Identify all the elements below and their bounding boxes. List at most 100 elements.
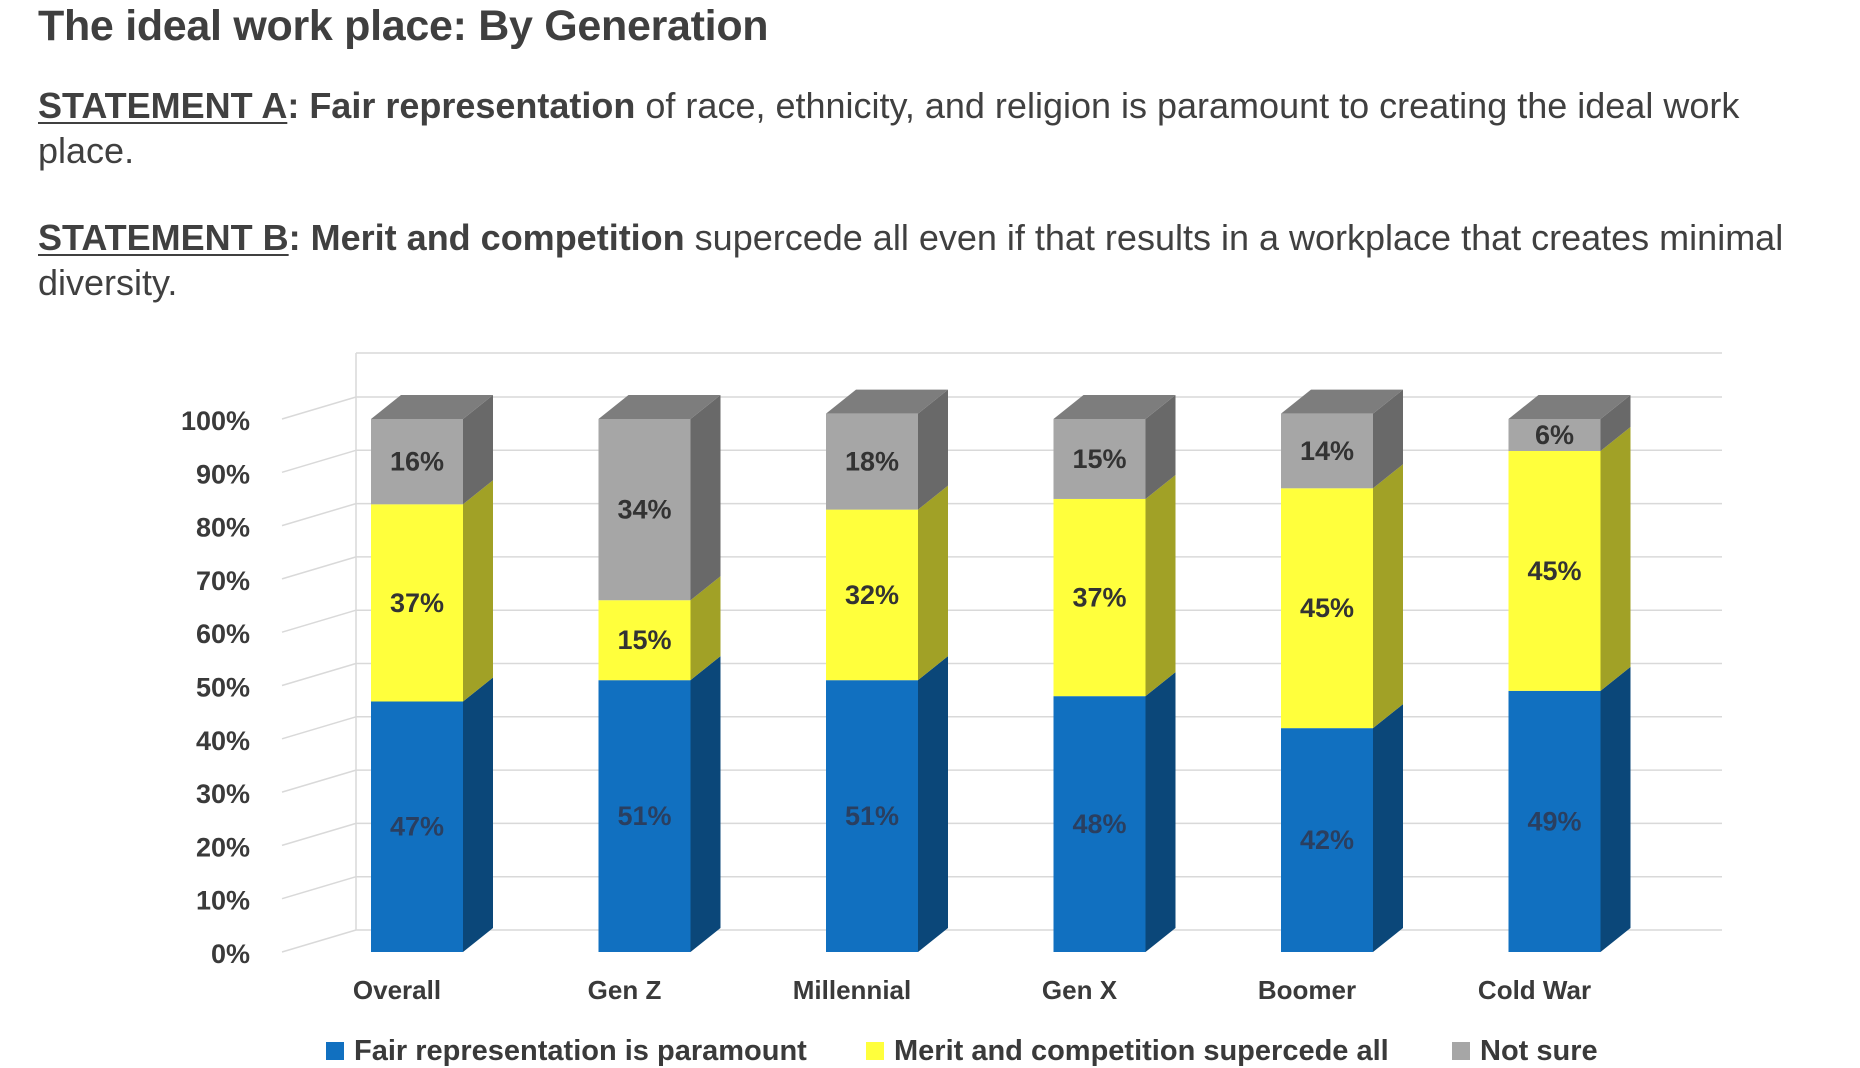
bar-segment bbox=[371, 504, 463, 702]
bar-segment-side bbox=[1600, 395, 1631, 451]
statement-b-text: supercede all even if that results in a … bbox=[38, 217, 1784, 303]
x-tick-label: Gen Z bbox=[588, 975, 662, 1005]
bar-segment-side bbox=[918, 656, 948, 952]
legend-item: Not sure bbox=[1452, 1035, 1598, 1067]
stacked-bar-chart: 0% 10% 20% 30% 40% 50% 60% 70% 80% 90% 100% 47% 37%… bbox=[181, 352, 1722, 1067]
gridline-wall bbox=[281, 929, 357, 953]
gridline-wall bbox=[281, 609, 357, 633]
bar-segment-side bbox=[690, 395, 721, 601]
bar-segment-side bbox=[1373, 704, 1403, 952]
gridline-wall bbox=[281, 875, 357, 900]
gridline-wall bbox=[281, 822, 357, 847]
bar-segment bbox=[1508, 690, 1601, 952]
bar-stack: 48% 37% 15% bbox=[1053, 395, 1176, 952]
data-label: 37% bbox=[390, 588, 444, 618]
data-label: 6% bbox=[1535, 420, 1574, 450]
data-label: 49% bbox=[1527, 806, 1581, 836]
bar-segment bbox=[598, 600, 691, 681]
y-tick-label: 70% bbox=[196, 566, 250, 596]
bar-segment-side bbox=[690, 576, 721, 681]
bar-stack: 49% 45% 6% bbox=[1508, 395, 1631, 952]
bar-top bbox=[371, 395, 493, 419]
bar-segment-side bbox=[918, 485, 948, 681]
chart-legend: Fair representation is paramount Merit an… bbox=[326, 1035, 1598, 1067]
bar-segment-side bbox=[1373, 464, 1403, 729]
bar-segment bbox=[1053, 498, 1146, 697]
data-label: 45% bbox=[1300, 593, 1354, 623]
bar-segment-side bbox=[918, 389, 948, 510]
x-tick-label: Gen X bbox=[1042, 975, 1118, 1005]
bar-segment bbox=[826, 413, 918, 510]
bar-stack: 51% 32% 18% bbox=[826, 389, 948, 952]
data-label: 37% bbox=[1072, 583, 1126, 613]
bar-stack: 51% 15% 34% bbox=[598, 395, 721, 952]
data-label: 42% bbox=[1300, 825, 1354, 855]
gridline-wall bbox=[281, 449, 357, 474]
bar-segment bbox=[598, 680, 691, 952]
gridline-wall bbox=[281, 662, 357, 687]
x-tick-label: Boomer bbox=[1258, 975, 1356, 1005]
gridline-wall bbox=[281, 716, 357, 740]
bar-segment bbox=[826, 509, 918, 681]
bar-segment bbox=[826, 680, 918, 952]
bar-segment bbox=[1053, 696, 1146, 952]
bar-segment bbox=[371, 701, 463, 952]
y-tick-label: 20% bbox=[196, 832, 250, 862]
statement-b-emphasis: Merit and competition bbox=[310, 217, 685, 258]
statement-a-separator: : bbox=[287, 85, 310, 126]
bar-top bbox=[826, 389, 948, 414]
bar-segment bbox=[371, 419, 463, 505]
bar-segment-side bbox=[463, 677, 493, 952]
data-label: 16% bbox=[390, 447, 444, 477]
statement-a-label: STATEMENT A bbox=[38, 85, 288, 126]
page-title: The ideal work place: By Generation bbox=[38, 2, 769, 50]
bar-segment bbox=[1281, 413, 1373, 489]
gridline-wall bbox=[281, 769, 357, 793]
x-tick-label: Overall bbox=[353, 975, 441, 1005]
y-tick-label: 40% bbox=[196, 726, 250, 756]
bar-segment-side bbox=[1145, 474, 1176, 697]
bar-stack: 47% 37% 16% bbox=[371, 395, 493, 952]
data-label: 45% bbox=[1527, 556, 1581, 586]
y-tick-label: 30% bbox=[196, 779, 250, 809]
bar-segment bbox=[1508, 450, 1601, 691]
bar-top bbox=[1281, 389, 1403, 414]
data-label: 47% bbox=[390, 812, 444, 842]
bar-segment-side bbox=[1145, 395, 1176, 499]
bar-segment-side bbox=[463, 395, 493, 505]
bar-top bbox=[1508, 395, 1631, 419]
data-label: 32% bbox=[845, 580, 899, 610]
bar-segment-side bbox=[1373, 389, 1403, 489]
legend-swatch bbox=[326, 1042, 344, 1060]
gridline-wall bbox=[281, 502, 357, 527]
data-label: 14% bbox=[1300, 436, 1354, 466]
x-tick-label: Millennial bbox=[793, 975, 911, 1005]
chart-gridlines bbox=[281, 352, 1722, 953]
data-label: 51% bbox=[617, 801, 671, 831]
bar-segment bbox=[1281, 488, 1373, 729]
bar-segment bbox=[598, 419, 691, 601]
data-label: 15% bbox=[617, 625, 671, 655]
legend-item: Fair representation is paramount bbox=[326, 1035, 807, 1067]
statement-b-separator: : bbox=[288, 217, 311, 258]
bar-segment-side bbox=[1600, 666, 1631, 952]
statement-b: STATEMENT B: Merit and competition super… bbox=[38, 215, 1838, 305]
y-tick-label: 100% bbox=[181, 406, 250, 436]
data-label: 18% bbox=[845, 447, 899, 477]
y-tick-label: 60% bbox=[196, 619, 250, 649]
legend-swatch bbox=[866, 1042, 884, 1060]
bar-segment bbox=[1053, 419, 1146, 499]
y-tick-label: 90% bbox=[196, 459, 250, 489]
chart-bars: 47%37%16%51%15%34%51%32%18%48%37%15%42%4… bbox=[371, 389, 1631, 952]
bar-segment-side bbox=[1600, 426, 1631, 691]
bar-segment-side bbox=[463, 480, 493, 702]
legend-label: Not sure bbox=[1480, 1035, 1598, 1067]
gridline-wall bbox=[281, 556, 357, 580]
statement-b-label: STATEMENT B bbox=[38, 217, 289, 258]
data-label: 48% bbox=[1072, 809, 1126, 839]
data-label: 51% bbox=[845, 801, 899, 831]
statement-a-emphasis: Fair representation bbox=[309, 85, 636, 126]
bar-segment bbox=[1508, 419, 1601, 451]
data-label: 34% bbox=[617, 495, 671, 525]
x-tick-label: Cold War bbox=[1478, 975, 1591, 1005]
